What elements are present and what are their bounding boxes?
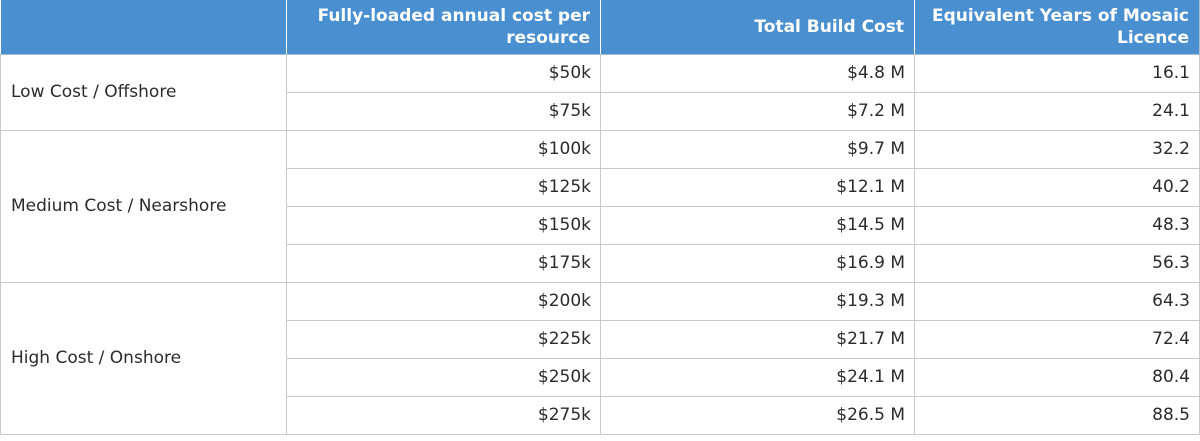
cell-total-build-cost: $14.5 M [600,205,915,245]
table-header: Fully-loaded annual cost per resource To… [0,0,1200,55]
table-body: Low Cost / Offshore $50k $4.8 M 16.1 $75k $7.… [0,53,1200,435]
cell-annual-cost: $125k [286,167,601,207]
table-row: $125k $12.1 M 40.2 [1,167,1200,207]
table-row: Medium Cost / Nearshore $100k $9.7 M 32.2 [0,129,1200,283]
table-row: High Cost / Onshore $200k $19.3 M 64.3 [0,281,1200,435]
header-annual-cost: Fully-loaded annual cost per resource [286,0,601,55]
table-row: $250k $24.1 M 80.4 [1,357,1200,397]
table-row: $175k $16.9 M 56.3 [1,243,1200,283]
cell-total-build-cost: $4.8 M [600,53,915,93]
header-row: Fully-loaded annual cost per resource To… [0,0,1200,55]
cell-annual-cost: $200k [286,281,601,321]
cell-equivalent-years: 16.1 [914,53,1200,93]
table-row: $75k $7.2 M 24.1 [1,91,1200,131]
cell-equivalent-years: 88.5 [914,395,1200,435]
cell-equivalent-years: 40.2 [914,167,1200,207]
cell-annual-cost: $75k [286,91,601,131]
cell-equivalent-years: 24.1 [914,91,1200,131]
group-label: Medium Cost / Nearshore [0,129,287,283]
cell-total-build-cost: $16.9 M [600,243,915,283]
header-equivalent-years: Equivalent Years of Mosaic Licence [914,0,1200,55]
cell-equivalent-years: 80.4 [914,357,1200,397]
cell-total-build-cost: $19.3 M [600,281,915,321]
cell-annual-cost: $150k [286,205,601,245]
cell-equivalent-years: 32.2 [914,129,1200,169]
cell-annual-cost: $175k [286,243,601,283]
cell-total-build-cost: $21.7 M [600,319,915,359]
table-row: $225k $21.7 M 72.4 [1,319,1200,359]
cell-equivalent-years: 48.3 [914,205,1200,245]
cell-total-build-cost: $9.7 M [600,129,915,169]
header-total-build-cost: Total Build Cost [600,0,915,55]
cell-annual-cost: $250k [286,357,601,397]
cell-annual-cost: $50k [286,53,601,93]
group-label: High Cost / Onshore [0,281,287,435]
cell-equivalent-years: 56.3 [914,243,1200,283]
cell-annual-cost: $100k [286,129,601,169]
cell-annual-cost: $225k [286,319,601,359]
cell-total-build-cost: $24.1 M [600,357,915,397]
cell-equivalent-years: 64.3 [914,281,1200,321]
cell-total-build-cost: $12.1 M [600,167,915,207]
header-corner-cell [0,0,287,55]
table-row: $275k $26.5 M 88.5 [1,395,1200,435]
table-row: Low Cost / Offshore $50k $4.8 M 16.1 [0,53,1200,131]
group-label: Low Cost / Offshore [0,53,287,131]
cell-annual-cost: $275k [286,395,601,435]
table-row: $150k $14.5 M 48.3 [1,205,1200,245]
cell-total-build-cost: $26.5 M [600,395,915,435]
cell-total-build-cost: $7.2 M [600,91,915,131]
cell-equivalent-years: 72.4 [914,319,1200,359]
